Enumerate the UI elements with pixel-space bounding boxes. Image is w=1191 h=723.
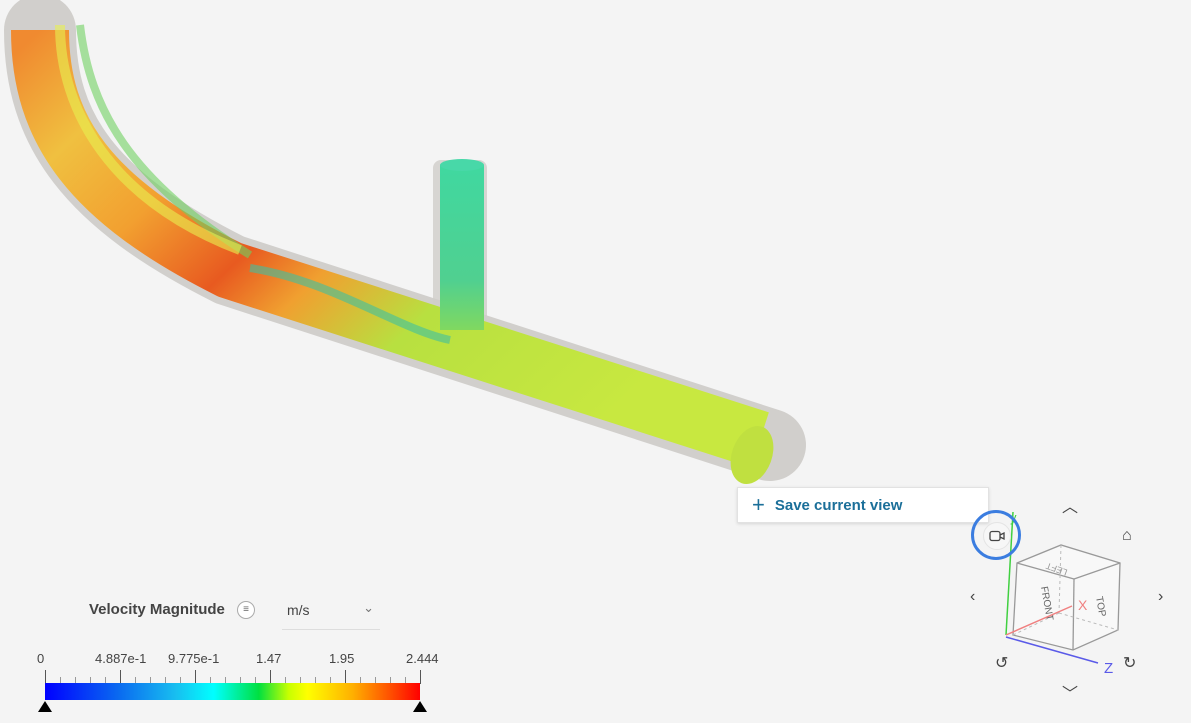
rotate-left-button[interactable]: ‹ <box>970 588 976 605</box>
unit-value: m/s <box>287 602 310 618</box>
home-icon[interactable]: ⌂ <box>1122 527 1132 544</box>
chevron-down-icon: ⌄ <box>363 600 374 615</box>
rotate-down-button[interactable]: ﹀ <box>1062 686 1079 703</box>
save-current-view-button[interactable]: + Save current view <box>737 487 989 523</box>
rotate-up-button[interactable]: ︿ <box>1062 499 1079 516</box>
plus-icon: + <box>752 492 765 517</box>
pipe-streamlines <box>11 24 774 485</box>
save-current-view-label: Save current view <box>774 496 903 514</box>
tick-label: 2.444 <box>406 651 439 666</box>
camera-button[interactable] <box>971 510 1021 560</box>
colorbar <box>45 683 420 700</box>
x-axis <box>1005 605 1073 636</box>
view-cube[interactable]: FRONT TOP LEFT y X Z <box>1005 510 1121 677</box>
menu-icon[interactable]: ≡ <box>237 601 255 619</box>
z-axis <box>1005 636 1099 664</box>
tick-label: 0 <box>37 651 45 666</box>
rotate-cw-icon[interactable]: ↻ <box>1123 655 1137 672</box>
tick-label: 1.95 <box>329 651 355 666</box>
max-range-handle[interactable] <box>413 701 427 712</box>
unit-select[interactable]: m/s ⌄ <box>282 597 380 630</box>
tick-label: 9.775e-1 <box>168 651 220 666</box>
camera-icon <box>983 522 1011 550</box>
cube-face-top[interactable]: TOP <box>1093 596 1107 618</box>
tick-label: 4.887e-1 <box>95 651 147 666</box>
x-axis-label: X <box>1078 597 1088 613</box>
min-range-handle[interactable] <box>38 701 52 712</box>
legend-title: Velocity Magnitude <box>89 601 225 618</box>
colorbar-ticks <box>45 670 421 684</box>
rotate-right-button[interactable]: › <box>1158 588 1164 605</box>
tick-label: 1.47 <box>256 651 282 666</box>
z-axis-label: Z <box>1104 660 1113 677</box>
rotate-ccw-icon[interactable]: ↺ <box>995 655 1009 672</box>
